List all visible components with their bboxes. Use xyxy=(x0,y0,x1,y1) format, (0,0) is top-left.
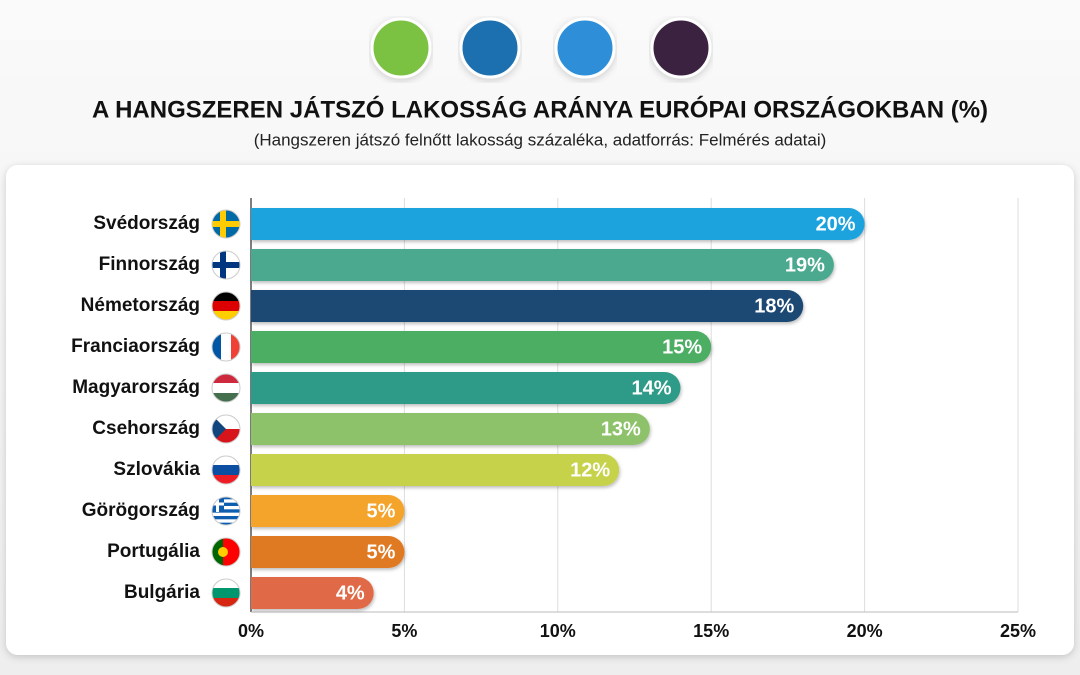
bar xyxy=(251,413,650,445)
flag-part xyxy=(212,465,240,475)
value-label: 19% xyxy=(785,254,825,276)
flag-icon xyxy=(212,333,240,361)
value-label: 14% xyxy=(631,377,671,399)
flag-part xyxy=(231,333,240,361)
flag-ring xyxy=(211,496,241,526)
bar xyxy=(251,577,374,609)
flag-part xyxy=(212,374,240,383)
value-label: 15% xyxy=(662,336,702,358)
x-tick-label: 25% xyxy=(1000,621,1036,641)
flag-part xyxy=(212,292,240,301)
flag-part xyxy=(212,262,240,268)
y-tick-label: Németország xyxy=(81,295,200,316)
flag-ring xyxy=(211,332,241,362)
flag-part xyxy=(221,333,231,361)
y-tick-label: Szlovákia xyxy=(113,459,200,480)
logos xyxy=(370,17,712,79)
chart-card xyxy=(6,165,1074,655)
flag-ring xyxy=(211,209,241,239)
y-tick-label: Finnország xyxy=(99,254,200,275)
flag-part xyxy=(212,301,240,311)
flag-part xyxy=(212,221,240,227)
x-tick-label: 0% xyxy=(238,621,264,641)
flag-part xyxy=(212,393,240,402)
y-tick-label: Franciaország xyxy=(71,336,200,357)
bar xyxy=(251,454,620,486)
flag-part xyxy=(212,475,240,484)
y-tick-label: Bulgária xyxy=(124,582,200,603)
bar xyxy=(251,290,804,322)
flag-ring xyxy=(211,291,241,321)
flag-part xyxy=(212,598,240,607)
flag-icon xyxy=(212,210,240,238)
value-label: 12% xyxy=(570,459,610,481)
flag-part xyxy=(212,519,240,523)
value-label: 5% xyxy=(366,541,395,563)
y-tick-label: Portugália xyxy=(107,541,200,562)
flag-ring xyxy=(211,414,241,444)
flag-part xyxy=(218,547,228,557)
flag-part xyxy=(212,311,240,320)
flag-part xyxy=(212,588,240,598)
flag-ring xyxy=(211,455,241,485)
flag-icon xyxy=(212,374,240,402)
chart-subtitle: (Hangszeren játszó felnőtt lakosság száz… xyxy=(254,130,827,149)
flag-part xyxy=(223,538,240,566)
flag-icon xyxy=(212,579,240,607)
y-tick-label: Magyarország xyxy=(72,377,200,398)
bar xyxy=(251,536,405,568)
flag-part xyxy=(212,579,240,588)
flag-part xyxy=(212,502,224,506)
flag-part xyxy=(212,538,223,566)
value-label: 5% xyxy=(366,500,395,522)
flag-ring xyxy=(211,373,241,403)
chart-title: A HANGSZEREN JÁTSZÓ LAKOSSÁG ARÁNYA EURÓ… xyxy=(92,95,988,123)
flag-part xyxy=(212,415,226,443)
flag-icon xyxy=(212,456,240,484)
value-label: 18% xyxy=(754,295,794,317)
value-label: 20% xyxy=(816,213,856,235)
bar xyxy=(251,249,834,281)
flag-part xyxy=(212,383,240,393)
bar xyxy=(251,372,681,404)
bar xyxy=(251,495,405,527)
flag-part xyxy=(212,499,240,503)
flag-ring xyxy=(211,537,241,567)
x-tick-label: 20% xyxy=(847,621,883,641)
bar xyxy=(251,208,865,240)
flag-part xyxy=(212,456,240,465)
flag-icon xyxy=(212,538,240,566)
x-tick-label: 5% xyxy=(391,621,417,641)
bar xyxy=(251,331,712,363)
flag-icon xyxy=(212,292,240,320)
flag-icon xyxy=(212,497,240,525)
value-label: 13% xyxy=(601,418,641,440)
x-tick-label: 10% xyxy=(540,621,576,641)
flag-part xyxy=(212,512,240,516)
flag-ring xyxy=(211,250,241,280)
flag-ring xyxy=(211,578,241,608)
flag-part xyxy=(212,505,240,510)
y-tick-label: Csehország xyxy=(92,418,200,439)
flag-icon xyxy=(212,415,240,443)
flag-part xyxy=(212,333,221,361)
x-tick-label: 15% xyxy=(693,621,729,641)
y-tick-label: Görögország xyxy=(82,500,200,521)
value-label: 4% xyxy=(336,582,365,604)
y-tick-label: Svédország xyxy=(93,213,200,234)
flag-icon xyxy=(212,251,240,279)
